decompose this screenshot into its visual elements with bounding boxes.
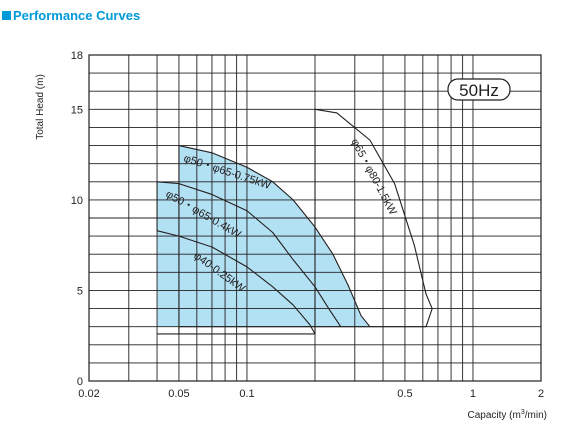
x-tick-label: 0.5 bbox=[397, 388, 412, 400]
frequency-badge: 50Hz bbox=[447, 78, 511, 101]
header-square-icon bbox=[2, 10, 11, 20]
x-tick-label: 2 bbox=[538, 388, 544, 400]
y-tick-label: 10 bbox=[71, 195, 83, 207]
x-tick-label: 0.02 bbox=[78, 388, 99, 400]
page-header: Performance Curves bbox=[2, 6, 140, 24]
x-axis-title: Capacity (m3/min) bbox=[468, 409, 548, 421]
y-tick-labels: 0 5 10 15 18 bbox=[71, 50, 83, 388]
frequency-badge-frame bbox=[447, 78, 511, 101]
x-tick-labels: 0.02 0.05 0.1 0.5 1 2 bbox=[78, 388, 544, 400]
y-tick-label: 18 bbox=[71, 50, 83, 62]
x-tick-label: 1 bbox=[470, 388, 476, 400]
y-axis-title: Total Head (m) bbox=[35, 74, 46, 140]
y-tick-label: 5 bbox=[77, 285, 83, 297]
curve-075kw bbox=[178, 145, 371, 328]
x-tick-label: 0.05 bbox=[168, 388, 189, 400]
page-title: Performance Curves bbox=[13, 7, 141, 23]
curve-15kw bbox=[314, 108, 433, 327]
frequency-badge-text: 50Hz bbox=[459, 81, 499, 100]
x-tick-label: 0.1 bbox=[239, 388, 254, 400]
curve-04kw bbox=[156, 181, 342, 327]
y-tick-label: 15 bbox=[71, 104, 83, 116]
y-tick-label: 0 bbox=[77, 376, 83, 388]
curve-025kw bbox=[156, 230, 316, 335]
plot-frame bbox=[88, 54, 542, 382]
performance-curves bbox=[156, 108, 433, 335]
